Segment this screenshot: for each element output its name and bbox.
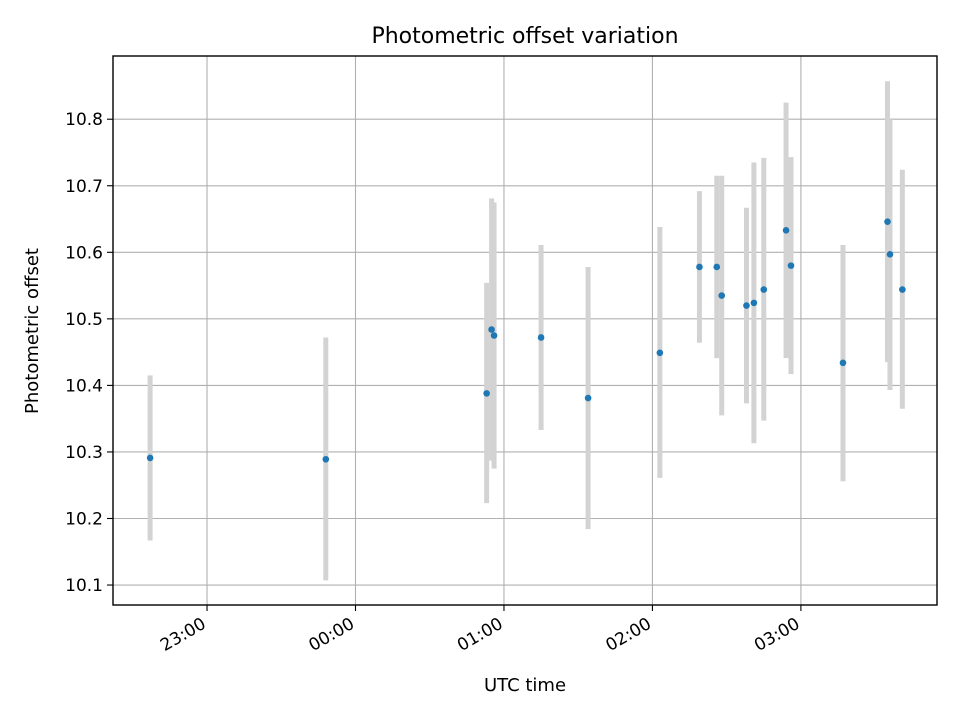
- y-tick-label: 10.3: [65, 443, 103, 463]
- y-tick-label: 10.4: [65, 376, 103, 396]
- data-point: [750, 299, 758, 307]
- data-point: [884, 218, 891, 225]
- y-tick-label: 10.8: [65, 110, 103, 130]
- y-axis-label: Photometric offset: [22, 248, 43, 414]
- plot-area-frame: [112, 55, 938, 606]
- grid: [113, 56, 937, 605]
- data-point: [696, 263, 703, 271]
- chart-title: Photometric offset variation: [371, 24, 678, 49]
- y-tick-label: 10.2: [65, 509, 103, 529]
- data-point: [743, 302, 750, 309]
- y-axis-ticks: 10.1 10.2 10.3 10.4 10.5 10.6 10.7 10.8: [65, 110, 113, 596]
- data-point: [782, 227, 790, 234]
- y-tick-label: 10.5: [65, 310, 103, 330]
- data-point: [146, 454, 154, 462]
- data-points: [146, 218, 906, 463]
- data-point: [886, 251, 894, 258]
- data-point: [718, 292, 726, 299]
- data-point: [656, 349, 664, 357]
- x-axis-label: UTC time: [484, 675, 566, 696]
- data-point: [490, 332, 498, 339]
- data-point: [584, 394, 592, 402]
- y-tick-label: 10.7: [65, 177, 103, 197]
- data-point: [787, 262, 795, 269]
- data-point: [713, 263, 721, 271]
- data-point: [322, 455, 330, 463]
- data-point: [537, 334, 545, 341]
- y-tick-label: 10.6: [65, 243, 103, 263]
- data-point: [839, 359, 847, 367]
- data-point: [488, 326, 495, 333]
- data-point: [760, 286, 768, 293]
- data-point: [899, 286, 906, 293]
- data-point: [483, 390, 490, 397]
- y-tick-label: 10.1: [65, 576, 103, 596]
